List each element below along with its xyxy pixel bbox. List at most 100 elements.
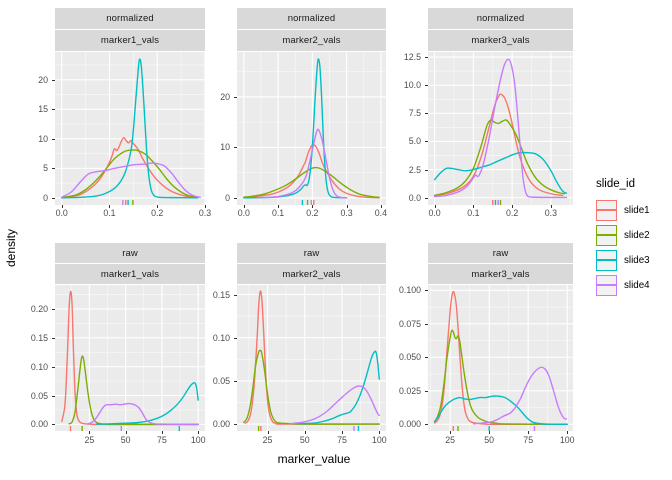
x-tick-label: 0.0 (55, 208, 68, 218)
y-tick-mark (425, 290, 428, 292)
x-tick-mark (473, 205, 475, 208)
x-tick-mark (379, 431, 381, 434)
grid-minor (428, 285, 573, 431)
grid-minor (55, 52, 205, 205)
y-tick-mark (425, 424, 428, 426)
density-curve-slide3 (433, 395, 568, 426)
y-tick-label: 0.050 (398, 352, 421, 363)
x-tick-label: 0.4 (374, 208, 387, 218)
x-tick-label: 0.3 (544, 208, 557, 218)
x-tick-label: 100 (371, 435, 387, 445)
y-tick-label: 0.15 (212, 289, 230, 300)
y-tick-mark (52, 337, 55, 339)
y-tick-label: 0.100 (398, 285, 421, 296)
y-tick-label: 10.0 (403, 80, 421, 91)
grid-minor (55, 285, 205, 431)
grid-major (237, 285, 386, 431)
y-axis-title: density (4, 228, 18, 267)
y-tick-mark (52, 395, 55, 397)
legend-item-slide4[interactable]: slide4 (596, 275, 670, 296)
density-curve-slide2 (60, 149, 199, 199)
x-tick-label: 75 (337, 435, 347, 445)
density-curve-slide1 (244, 290, 380, 425)
x-tick-mark (89, 431, 91, 434)
density-curve-slide4 (256, 128, 348, 199)
x-tick-mark (312, 205, 314, 208)
density-curve-slide3 (433, 151, 568, 194)
legend-item-label: slide3 (624, 255, 650, 266)
y-tick-mark (234, 197, 237, 199)
x-tick-mark (346, 205, 348, 208)
density-curve-slide1 (433, 290, 568, 426)
y-tick-mark (234, 96, 237, 98)
x-tick-mark (550, 205, 552, 208)
facet-panel-normalized-marker2 (237, 52, 386, 205)
x-tick-label: 50 (120, 435, 131, 445)
x-tick-label: 25 (262, 435, 273, 445)
y-tick-mark (425, 323, 428, 325)
y-tick-label: 2.5 (408, 164, 421, 175)
facet-strip-col-marker2: marker2_vals (237, 264, 386, 284)
facet-panel-normalized-marker3 (428, 52, 573, 205)
x-tick-mark (528, 431, 530, 434)
density-curve-slide4 (433, 58, 568, 199)
x-tick-label: 50 (484, 435, 495, 445)
density-key-line (597, 209, 616, 211)
x-tick-label: 75 (157, 435, 167, 445)
x-tick-label: 100 (559, 435, 575, 445)
x-tick-label: 75 (523, 435, 534, 445)
facet-strip-row-raw: raw (428, 243, 573, 263)
density-curve-slide1 (243, 143, 380, 199)
x-tick-label: 0.1 (103, 208, 116, 218)
y-tick-label: 0.15 (30, 332, 48, 343)
density-curve-slide4 (289, 385, 380, 425)
grid-major (55, 52, 205, 205)
x-tick-label: 50 (299, 435, 310, 445)
x-tick-mark (450, 431, 452, 434)
x-tick-label: 0.3 (340, 208, 353, 218)
y-tick-label: 0.00 (30, 419, 48, 430)
grid-minor (237, 52, 386, 205)
density-curve-slide2 (433, 119, 566, 197)
x-tick-label: 0.2 (151, 208, 164, 218)
density-plot-canvas (428, 52, 573, 205)
x-tick-mark (125, 431, 127, 434)
density-curve-slide1 (60, 136, 199, 199)
legend-item-slide2[interactable]: slide2 (596, 225, 670, 246)
y-tick-mark (425, 357, 428, 359)
y-tick-label: 0 (43, 192, 48, 203)
grid-minor (237, 285, 386, 431)
x-tick-label: 0.2 (506, 208, 519, 218)
y-tick-mark (52, 138, 55, 140)
facet-strip-col-marker2: marker2_vals (237, 30, 386, 51)
x-tick-mark (61, 205, 63, 208)
y-tick-mark (234, 424, 237, 426)
x-tick-label: 0.1 (467, 208, 480, 218)
y-tick-label: 7.5 (408, 108, 421, 119)
legend-item-slide3[interactable]: slide3 (596, 250, 670, 271)
density-plot-canvas (237, 52, 386, 205)
x-tick-label: 0.3 (198, 208, 212, 218)
legend-title: slide_id (596, 178, 635, 190)
y-tick-mark (425, 141, 428, 143)
facet-strip-col-marker3: marker3_vals (428, 30, 573, 51)
facet-strip-row-raw: raw (237, 243, 386, 263)
x-tick-mark (198, 431, 200, 434)
y-tick-label: 0.000 (398, 419, 421, 430)
legend-item-slide1[interactable]: slide1 (596, 200, 670, 221)
density-plot-canvas (237, 285, 386, 431)
y-tick-mark (52, 168, 55, 170)
y-tick-label: 10 (38, 133, 48, 144)
x-tick-mark (278, 205, 280, 208)
facet-panel-raw-marker1 (55, 285, 205, 431)
y-tick-label: 20 (220, 91, 230, 102)
density-key-line (597, 284, 616, 286)
x-tick-mark (567, 431, 569, 434)
y-tick-mark (52, 79, 55, 81)
y-tick-label: 0.00 (212, 419, 230, 430)
grid-major (237, 52, 386, 205)
x-tick-mark (205, 205, 206, 208)
y-tick-label: 0.025 (398, 385, 421, 396)
density-key-line (597, 234, 616, 236)
